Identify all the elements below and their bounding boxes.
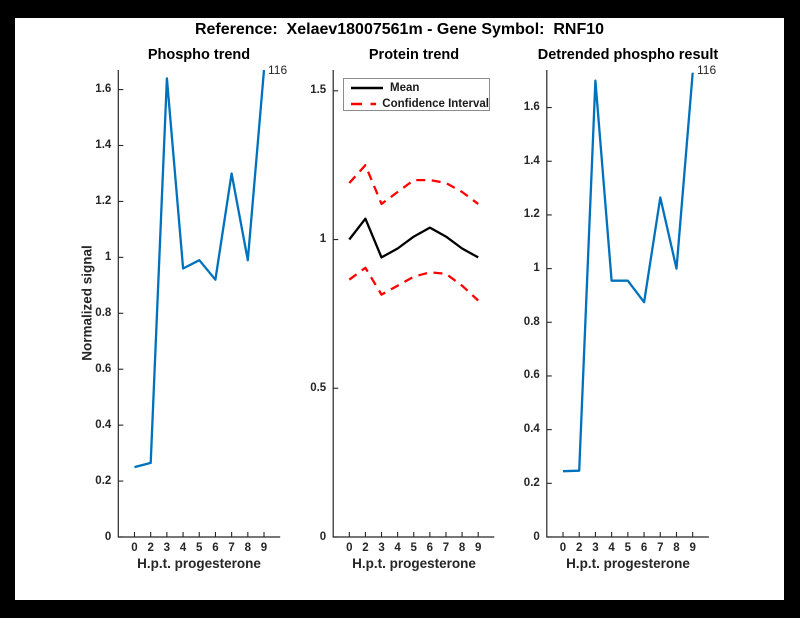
x-tick-label: 5 xyxy=(410,542,417,554)
y-tick-label: 0 xyxy=(319,530,327,543)
x-tick-label: 4 xyxy=(179,542,187,554)
x-tick-label: 7 xyxy=(228,542,235,554)
x-tick-label: 4 xyxy=(608,542,615,554)
protein-mean-line xyxy=(348,217,479,259)
y-tick-label: 1.2 xyxy=(523,208,540,221)
y-tick-label: 1.6 xyxy=(523,101,540,114)
y-tick-label: 1.2 xyxy=(95,194,112,207)
x-tick-label: 2 xyxy=(147,542,154,554)
x-axis-label: H.p.t. progesterone xyxy=(137,556,261,571)
ci-lower-line xyxy=(348,266,479,302)
plots-svg xyxy=(117,69,709,538)
x-tick-label: 8 xyxy=(673,542,680,554)
x-axis-label: H.p.t. progesterone xyxy=(352,556,476,571)
x-tick-label: 9 xyxy=(689,542,696,554)
x-tick-label: 3 xyxy=(592,542,599,554)
axis-spines xyxy=(117,70,281,538)
x-tick-label: 8 xyxy=(244,542,252,554)
phospho-signal-line xyxy=(134,69,266,469)
x-tick-label: 9 xyxy=(474,542,482,554)
y-tick-label: 0.2 xyxy=(95,474,112,487)
legend-box: Mean Confidence Interval xyxy=(343,78,490,111)
y-tick-label: 1 xyxy=(533,262,540,275)
y-tick-label: 0.6 xyxy=(523,369,540,382)
plot-title-detrended: Detrended phospho result xyxy=(537,47,719,63)
x-tick-label: 5 xyxy=(624,542,632,554)
x-tick-label: 6 xyxy=(640,542,648,554)
y-tick-label: 1.5 xyxy=(310,84,327,97)
y-tick-label: 1.4 xyxy=(95,139,112,151)
x-tick-label: 7 xyxy=(657,542,664,554)
y-tick-label: 1 xyxy=(319,233,327,246)
legend-line-sample-dashed xyxy=(351,102,377,105)
axis-spines xyxy=(546,70,709,538)
legend-label-confidence-interval: Confidence Interval xyxy=(382,97,489,110)
y-tick-label: 0.8 xyxy=(95,306,112,319)
x-tick-label: 6 xyxy=(212,542,219,554)
y-tick-label: 0.8 xyxy=(523,315,540,328)
y-tick-label: 0 xyxy=(533,530,540,543)
y-tick-label: 0.5 xyxy=(310,381,327,394)
max-value-annotation: 116 xyxy=(697,63,717,77)
figure-panel: Reference: Xelaev18007561m - Gene Symbol… xyxy=(15,18,784,600)
detrended-signal-line xyxy=(562,72,694,473)
x-tick-label: 6 xyxy=(426,542,434,554)
x-tick-label: 2 xyxy=(362,542,369,554)
legend-line-sample-solid xyxy=(351,86,383,89)
legend-row-mean: Mean xyxy=(344,80,489,95)
max-value-annotation: 116 xyxy=(268,63,288,77)
y-tick-label: 1 xyxy=(104,250,112,263)
legend-label-mean: Mean xyxy=(390,81,420,94)
legend-row-ci: Confidence Interval xyxy=(344,96,489,111)
y-tick-label: 1.4 xyxy=(523,154,540,167)
x-tick-label: 3 xyxy=(378,542,385,554)
x-tick-label: 2 xyxy=(576,542,583,554)
x-tick-label: 0 xyxy=(346,542,353,554)
x-tick-label: 3 xyxy=(163,542,171,554)
plot-title-phospho: Phospho trend xyxy=(147,47,251,63)
y-tick-label: 0.6 xyxy=(95,362,112,375)
x-tick-label: 7 xyxy=(442,542,450,554)
x-tick-label: 5 xyxy=(196,542,203,554)
axis-spines xyxy=(332,70,495,538)
x-tick-label: 4 xyxy=(394,542,401,554)
ci-upper-line xyxy=(348,164,479,206)
figure-suptitle: Reference: Xelaev18007561m - Gene Symbol… xyxy=(194,21,605,38)
x-tick-label: 9 xyxy=(260,542,268,554)
y-tick-label: 1.6 xyxy=(95,83,112,96)
y-tick-label: 0 xyxy=(104,530,112,543)
x-tick-label: 0 xyxy=(131,542,138,554)
y-tick-label: 0.2 xyxy=(523,476,540,489)
x-tick-label: 8 xyxy=(458,542,466,554)
y-tick-label: 0.4 xyxy=(95,418,112,431)
x-tick-label: 0 xyxy=(559,542,567,554)
plot-title-protein: Protein trend xyxy=(368,47,460,63)
x-axis-label: H.p.t. progesterone xyxy=(566,556,690,571)
y-tick-label: 0.4 xyxy=(523,423,540,436)
